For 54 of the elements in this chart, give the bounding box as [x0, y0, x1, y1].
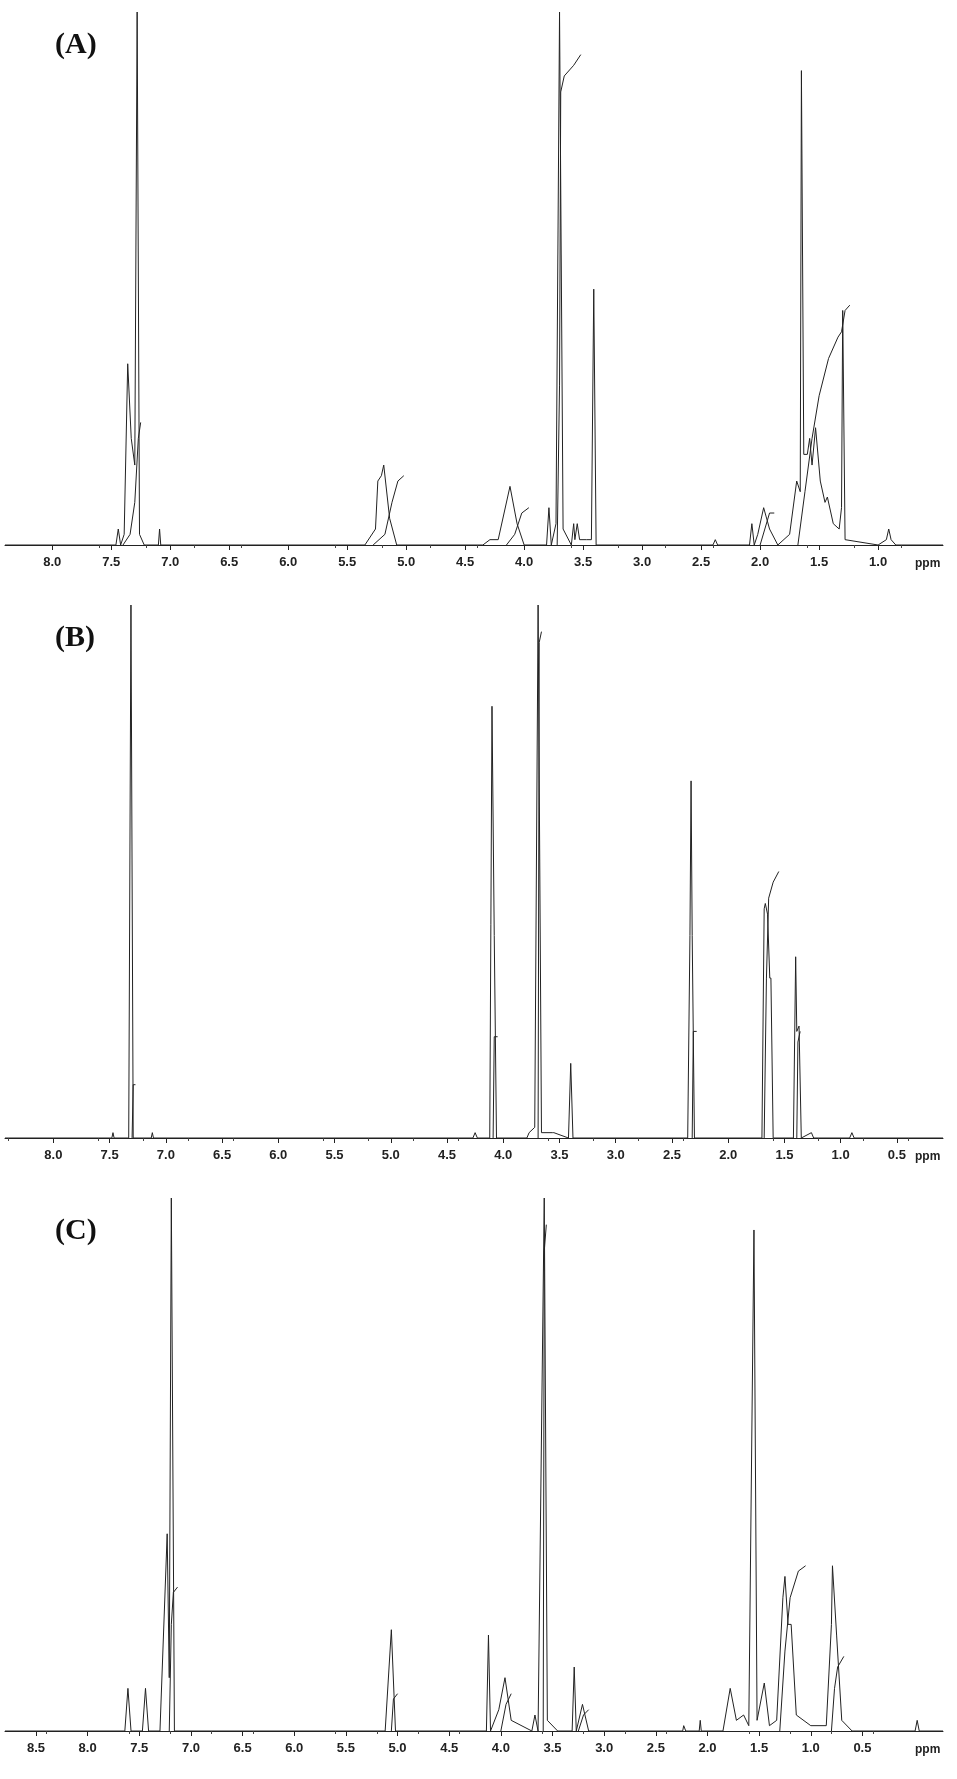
x-tick-label: 2.0 — [719, 1147, 738, 1162]
x-tick-label: 2.5 — [662, 1147, 681, 1162]
x-tick-label: 2.0 — [698, 1740, 717, 1755]
x-tick-label: 3.0 — [595, 1740, 614, 1755]
x-tick-label: 4.5 — [456, 554, 475, 569]
x-tick-label: 5.0 — [397, 554, 416, 569]
chart-title: (B) — [55, 618, 95, 653]
x-tick-label: 5.5 — [338, 554, 357, 569]
x-tick-label: 8.5 — [26, 1740, 46, 1755]
x-tick-label: 3.0 — [606, 1147, 625, 1162]
x-tick-label: 1.0 — [869, 554, 888, 569]
x-tick-label: 1.5 — [750, 1740, 769, 1755]
x-tick-label: 2.5 — [692, 554, 711, 569]
x-tick-label: 7.0 — [161, 554, 180, 569]
x-tick-label: 7.0 — [181, 1740, 200, 1755]
x-tick-label: 5.0 — [388, 1740, 407, 1755]
x-tick-label: 8.0 — [44, 1147, 63, 1162]
x-tick-label: 2.0 — [751, 554, 770, 569]
x-tick-label: 1.0 — [831, 1147, 850, 1162]
x-tick-label: 4.0 — [515, 554, 534, 569]
x-tick-label: 4.5 — [440, 1740, 459, 1755]
x-tick-label: 6.0 — [279, 554, 298, 569]
x-tick-label: 1.0 — [801, 1740, 820, 1755]
x-tick-label: 6.5 — [220, 554, 239, 569]
chart-title: (C) — [55, 1211, 97, 1246]
x-tick-label: 5.5 — [325, 1147, 344, 1162]
x-axis-title: ppm — [915, 556, 941, 570]
x-tick-label: 0.5 — [887, 1147, 906, 1162]
x-tick-label: 4.0 — [494, 1147, 513, 1162]
x-tick-label: 3.5 — [543, 1740, 562, 1755]
x-tick-label: 1.5 — [775, 1147, 794, 1162]
x-tick-label: 4.5 — [437, 1147, 457, 1162]
x-axis-title: ppm — [915, 1149, 941, 1163]
x-tick-label: 7.5 — [102, 554, 121, 569]
x-tick-label: 8.0 — [78, 1740, 97, 1755]
x-tick-label: 7.0 — [156, 1147, 175, 1162]
x-tick-label: 6.0 — [285, 1740, 304, 1755]
x-tick-label: 2.5 — [646, 1740, 665, 1755]
x-tick-label: 7.5 — [100, 1147, 119, 1162]
x-tick-label: 6.5 — [233, 1740, 252, 1755]
x-tick-label: 6.5 — [213, 1147, 232, 1162]
x-tick-label: 5.5 — [336, 1740, 355, 1755]
x-tick-label: 5.0 — [381, 1147, 400, 1162]
x-tick-label: 3.5 — [574, 554, 593, 569]
chart-title: (A) — [55, 25, 97, 60]
x-tick-label: 7.5 — [130, 1740, 149, 1755]
x-tick-label: 6.0 — [269, 1147, 288, 1162]
x-axis-title: ppm — [915, 1742, 941, 1756]
x-tick-label: 3.5 — [550, 1147, 569, 1162]
x-tick-label: 3.0 — [633, 554, 652, 569]
x-tick-label: 1.5 — [810, 554, 829, 569]
x-tick-label: 0.5 — [853, 1740, 872, 1755]
x-tick-label: 8.0 — [43, 554, 62, 569]
x-tick-label: 4.0 — [491, 1740, 510, 1755]
